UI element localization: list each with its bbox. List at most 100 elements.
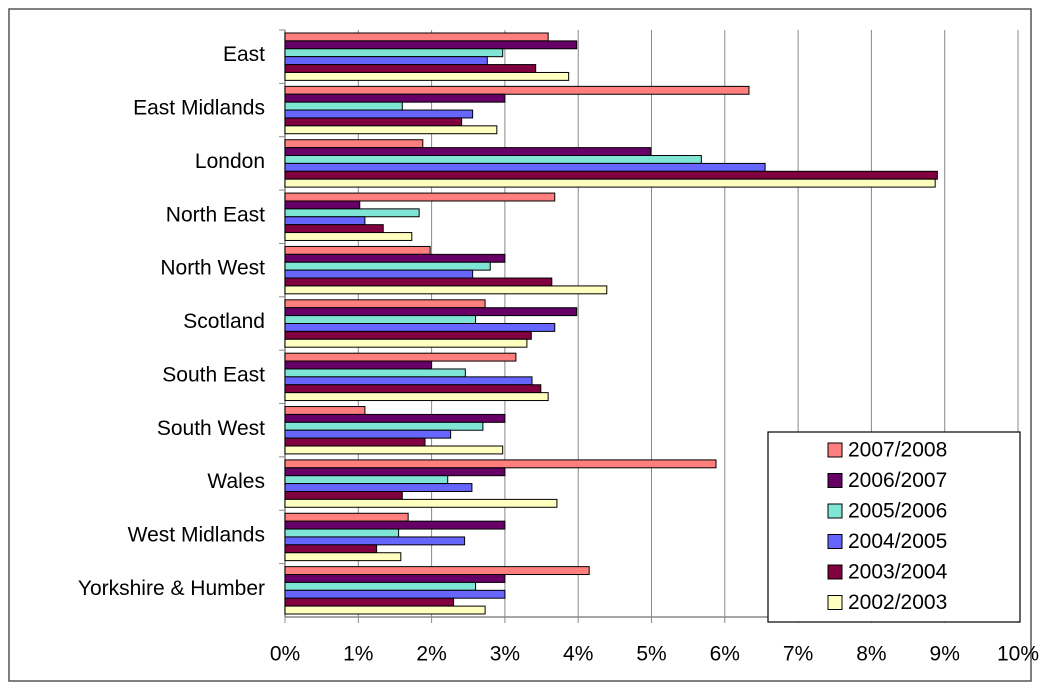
y-tick-label: North West bbox=[160, 257, 265, 280]
bar bbox=[284, 170, 938, 180]
bar bbox=[284, 536, 466, 546]
bar bbox=[284, 483, 473, 492]
bar bbox=[284, 277, 553, 287]
bar bbox=[284, 56, 488, 66]
x-tick-label: 9% bbox=[930, 643, 960, 666]
bar bbox=[284, 216, 366, 226]
y-tick-label: South East bbox=[162, 363, 265, 386]
bar bbox=[284, 574, 506, 583]
legend-label: 2004/2005 bbox=[848, 530, 947, 553]
bar bbox=[284, 459, 717, 469]
bar bbox=[284, 93, 506, 103]
x-tick-label: 4% bbox=[563, 643, 593, 666]
bar bbox=[284, 101, 403, 111]
bar bbox=[284, 323, 556, 332]
bar bbox=[284, 376, 533, 386]
legend-swatch bbox=[827, 473, 843, 488]
bar bbox=[284, 520, 506, 530]
bar bbox=[284, 125, 498, 135]
legend-swatch bbox=[827, 503, 843, 519]
bar bbox=[284, 392, 549, 402]
x-tick-label: 3% bbox=[490, 643, 520, 666]
bar bbox=[284, 421, 484, 431]
bar bbox=[284, 200, 361, 210]
legend-label: 2002/2003 bbox=[848, 591, 947, 614]
y-tick-label: West Midlands bbox=[128, 524, 265, 547]
bar bbox=[284, 299, 486, 309]
bar bbox=[284, 581, 477, 591]
bar bbox=[284, 285, 608, 295]
y-tick-label: East Midlands bbox=[133, 97, 265, 120]
bar bbox=[284, 307, 578, 317]
bar bbox=[284, 490, 403, 500]
bar bbox=[284, 48, 504, 58]
bar bbox=[284, 352, 517, 362]
bar bbox=[284, 413, 506, 423]
legend-label: 2003/2004 bbox=[848, 561, 948, 584]
bar bbox=[284, 512, 409, 522]
bar bbox=[284, 330, 532, 340]
bar bbox=[284, 245, 431, 255]
bar bbox=[284, 253, 506, 263]
bar bbox=[284, 429, 452, 439]
legend-swatch bbox=[827, 534, 843, 549]
bar bbox=[284, 269, 474, 279]
bar bbox=[284, 552, 402, 562]
bar bbox=[284, 597, 455, 607]
legend-label: 2007/2008 bbox=[848, 439, 947, 462]
bar bbox=[284, 384, 542, 394]
bar bbox=[284, 589, 506, 599]
bar bbox=[284, 566, 590, 576]
bar bbox=[284, 71, 570, 81]
bar bbox=[284, 208, 420, 218]
legend-swatch bbox=[827, 442, 843, 458]
x-tick-label: 10% bbox=[997, 643, 1039, 666]
bar bbox=[284, 109, 474, 119]
bar bbox=[284, 261, 491, 271]
y-tick-label: Scotland bbox=[183, 310, 265, 333]
bar bbox=[284, 475, 449, 485]
bar bbox=[284, 32, 549, 42]
bar bbox=[284, 224, 384, 234]
bar bbox=[284, 155, 702, 164]
bar bbox=[284, 85, 750, 95]
bar bbox=[284, 368, 466, 378]
x-tick-label: 7% bbox=[783, 643, 813, 666]
bar bbox=[284, 437, 426, 447]
y-tick-label: Wales bbox=[207, 470, 265, 493]
y-tick-label: North East bbox=[166, 203, 265, 226]
bar bbox=[284, 605, 486, 615]
bar bbox=[284, 360, 433, 370]
bar bbox=[284, 315, 477, 324]
x-tick-label: 5% bbox=[636, 643, 666, 666]
bar bbox=[284, 162, 766, 172]
y-tick-label: East bbox=[223, 43, 265, 66]
x-tick-label: 2% bbox=[416, 643, 446, 666]
bar bbox=[284, 192, 556, 202]
legend-box bbox=[767, 431, 1021, 623]
bar bbox=[284, 338, 528, 348]
x-tick-label: 8% bbox=[856, 643, 886, 666]
x-tick-label: 6% bbox=[710, 643, 740, 666]
bar bbox=[284, 139, 424, 149]
bar bbox=[284, 178, 936, 188]
y-tick-label: Yorkshire & Humber bbox=[78, 577, 265, 600]
legend-swatch bbox=[827, 564, 843, 580]
bar bbox=[284, 40, 578, 50]
legend-swatch bbox=[827, 595, 843, 610]
bar bbox=[284, 232, 413, 241]
x-tick-label: 0% bbox=[270, 643, 300, 666]
bar bbox=[284, 445, 504, 455]
bar bbox=[284, 406, 366, 415]
legend-label: 2006/2007 bbox=[848, 469, 947, 492]
bar bbox=[284, 117, 463, 127]
bar bbox=[284, 528, 400, 538]
bar bbox=[284, 64, 537, 73]
bar bbox=[284, 147, 652, 157]
bar bbox=[284, 544, 378, 554]
x-tick-label: 1% bbox=[343, 643, 373, 666]
legend-label: 2005/2006 bbox=[848, 500, 947, 523]
y-tick-label: South West bbox=[157, 417, 265, 440]
bar bbox=[284, 467, 506, 477]
